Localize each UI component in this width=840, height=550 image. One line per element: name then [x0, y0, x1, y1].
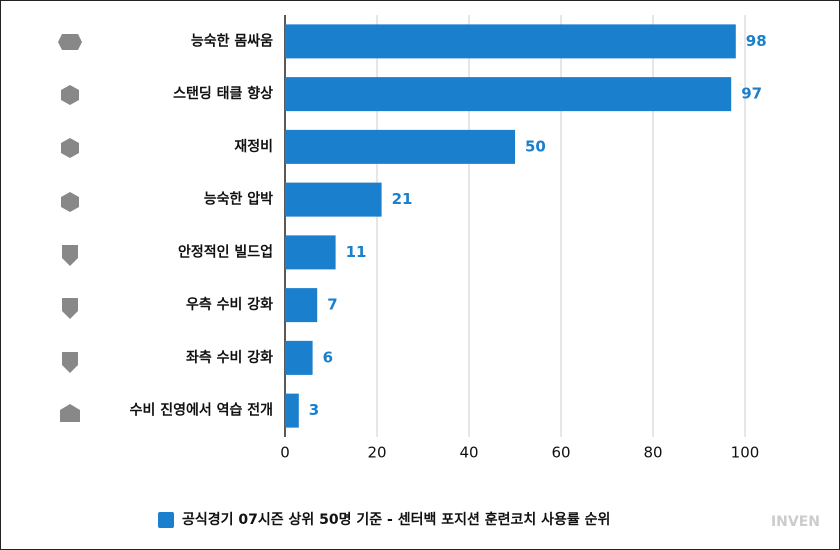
watermark: INVEN: [771, 514, 820, 530]
x-tick-label: 20: [367, 444, 386, 462]
bar: [285, 235, 336, 270]
value-label: 50: [525, 137, 546, 155]
bar: [285, 393, 299, 428]
x-tick-label: 0: [280, 444, 290, 462]
x-tick-label: 40: [459, 444, 478, 462]
legend-swatch: [158, 512, 174, 528]
bar: [285, 77, 732, 112]
value-label: 7: [327, 296, 337, 314]
value-label: 11: [346, 243, 367, 261]
bar: [285, 129, 515, 164]
y-tick-label: 우측 수비 강화: [186, 296, 273, 313]
bar: [285, 182, 382, 217]
icon: [61, 85, 79, 105]
icon: [62, 245, 78, 266]
icon: [62, 352, 78, 373]
icon: [61, 192, 79, 212]
icons: [58, 34, 82, 422]
value-label: 21: [392, 190, 413, 208]
value-label: 6: [323, 348, 333, 366]
y-tick-label: 수비 진영에서 역습 전개: [130, 402, 273, 419]
x-tick-label: 100: [731, 444, 760, 462]
icon: [58, 34, 82, 50]
icon: [62, 298, 78, 319]
bar: [285, 340, 313, 375]
y-tick-label: 안정적인 빌드업: [178, 243, 273, 260]
y-tick-label: 능숙한 압박: [204, 191, 273, 208]
x-tick-label: 60: [551, 444, 570, 462]
value-label: 98: [746, 32, 767, 50]
bar: [285, 24, 736, 59]
legend-label: 공식경기 07시즌 상위 50명 기준 - 센터백 포지션 훈련코치 사용률 순…: [182, 511, 610, 528]
bar: [285, 288, 318, 323]
y-tick-label: 능숙한 몸싸움: [191, 33, 273, 49]
y-tick-label: 좌측 수비 강화: [186, 349, 273, 366]
y-tick-label: 재정비: [234, 138, 273, 155]
icon: [60, 404, 80, 422]
icon: [61, 138, 79, 158]
y-tick-label: 스탠딩 태클 향상: [173, 85, 273, 102]
value-label: 97: [741, 85, 762, 103]
value-label: 3: [309, 401, 319, 419]
x-tick-label: 80: [643, 444, 662, 462]
